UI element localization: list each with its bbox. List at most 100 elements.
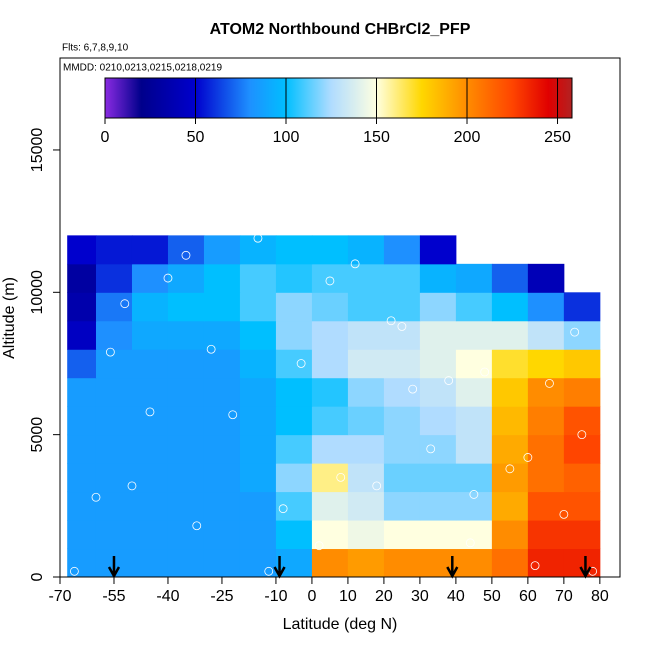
heat-cell xyxy=(131,434,169,464)
heat-cell xyxy=(347,491,385,521)
sample-point xyxy=(372,481,382,491)
heat-cell xyxy=(275,263,313,293)
heat-cell xyxy=(311,520,349,550)
heat-cell xyxy=(491,349,529,379)
heat-cell xyxy=(131,320,169,350)
x-tick-label: 0 xyxy=(307,588,316,605)
heat-cell xyxy=(167,349,205,379)
heat-cell xyxy=(67,434,97,464)
heat-cell xyxy=(131,235,169,265)
heat-cell xyxy=(491,434,529,464)
sample-point xyxy=(444,376,454,385)
flight-arrow xyxy=(579,556,592,579)
heat-cell xyxy=(95,491,133,521)
heat-cell xyxy=(527,491,565,521)
heat-cell xyxy=(419,235,457,265)
heat-cell xyxy=(311,548,349,578)
heat-cell xyxy=(347,263,385,293)
heat-cell xyxy=(419,320,457,350)
heat-cell xyxy=(95,520,133,550)
heat-cell xyxy=(203,349,241,379)
heat-cell xyxy=(203,520,241,550)
heat-cell xyxy=(419,463,457,493)
sample-point xyxy=(336,472,346,482)
flight-arrow xyxy=(273,556,286,579)
heat-cell xyxy=(563,320,601,350)
heat-cell xyxy=(203,377,241,407)
heat-cell xyxy=(347,463,385,493)
heat-cell xyxy=(527,463,565,493)
flights-note: Flts: 6,7,8,9,10 xyxy=(62,43,129,54)
heat-cell xyxy=(239,235,277,265)
heat-cell xyxy=(203,491,241,521)
heat-cell xyxy=(203,406,241,436)
sample-point xyxy=(228,410,238,420)
heat-cell xyxy=(563,491,601,521)
dates-note: MMDD: 0210,0213,0215,0218,0219 xyxy=(63,63,222,74)
heat-cell xyxy=(239,406,277,436)
heat-cell xyxy=(383,377,421,407)
heat-cell xyxy=(383,263,421,293)
heat-cell xyxy=(527,434,565,464)
y-tick-label: 5000 xyxy=(29,417,46,453)
heat-cell xyxy=(131,491,169,521)
y-tick-label: 10000 xyxy=(29,270,46,315)
heat-cell xyxy=(95,292,133,322)
colorbar-tick-label: 150 xyxy=(363,129,390,146)
sample-point xyxy=(570,327,580,337)
heat-cell xyxy=(95,463,133,493)
heat-cell xyxy=(563,434,601,464)
heat-cell xyxy=(563,377,601,407)
heat-cell xyxy=(67,548,97,578)
sample-point xyxy=(206,344,216,354)
heat-cell xyxy=(419,349,457,379)
x-tick-label: 80 xyxy=(591,588,609,605)
heat-cell xyxy=(563,520,601,550)
heat-cell xyxy=(239,349,277,379)
flight-arrow xyxy=(446,556,459,579)
heat-cell xyxy=(419,263,457,293)
heat-cell xyxy=(455,434,493,464)
heat-cell xyxy=(383,320,421,350)
heat-cell xyxy=(67,377,97,407)
heat-cell xyxy=(203,235,241,265)
x-tick-label: 10 xyxy=(339,588,357,605)
sample-point xyxy=(505,464,515,474)
sample-point xyxy=(426,444,436,454)
heat-cell xyxy=(455,463,493,493)
chart-title: ATOM2 Northbound CHBrCl2_PFP xyxy=(210,21,471,38)
heat-cell xyxy=(95,235,133,265)
heat-cell xyxy=(167,235,205,265)
heat-cell xyxy=(95,377,133,407)
heat-cell xyxy=(131,520,169,550)
heat-cell xyxy=(311,377,349,407)
sample-point xyxy=(181,250,191,260)
sample-point xyxy=(120,299,130,309)
heat-cell xyxy=(311,491,349,521)
heat-cell xyxy=(67,320,97,350)
heat-cell xyxy=(527,320,565,350)
heat-cell xyxy=(67,491,97,521)
sample-point xyxy=(530,561,540,571)
heat-cell xyxy=(383,235,421,265)
heat-cell xyxy=(347,320,385,350)
heat-cell xyxy=(311,463,349,493)
heat-cell xyxy=(95,406,133,436)
heat-cell xyxy=(275,491,313,521)
x-tick-label: 60 xyxy=(519,588,537,605)
heat-cell xyxy=(491,548,529,578)
sample-point xyxy=(91,492,101,502)
sample-point xyxy=(386,316,396,326)
x-tick-label: 30 xyxy=(411,588,429,605)
heat-cell xyxy=(275,434,313,464)
heat-cell xyxy=(67,406,97,436)
heat-cell xyxy=(527,520,565,550)
heat-cell xyxy=(239,491,277,521)
heat-cell xyxy=(167,320,205,350)
x-tick-label: -40 xyxy=(156,588,179,605)
colorbar-tick-label: 0 xyxy=(101,129,110,146)
heat-cell xyxy=(167,377,205,407)
heat-cell xyxy=(491,406,529,436)
